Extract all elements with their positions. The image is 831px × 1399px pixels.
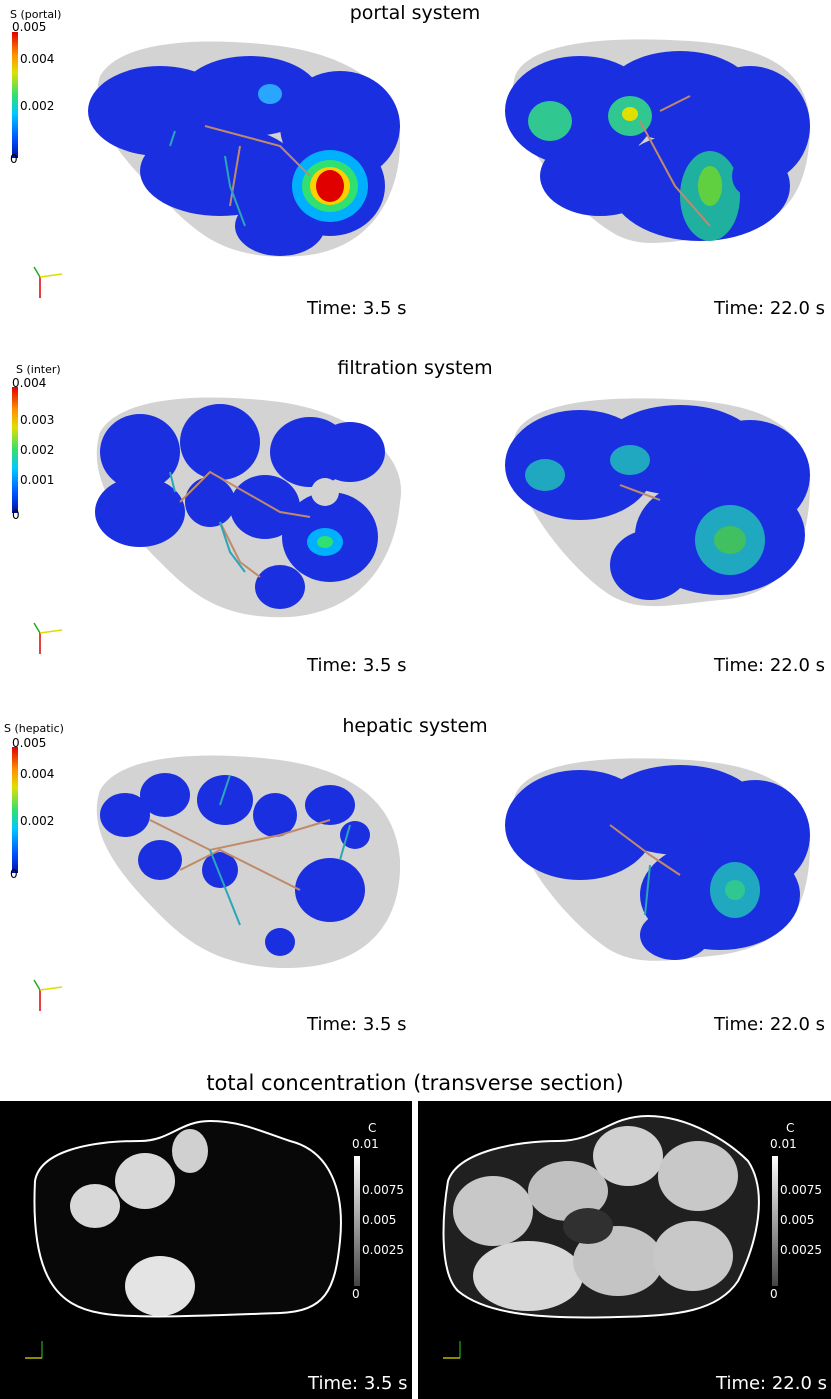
colorbar-tick: 0.005 — [362, 1213, 397, 1227]
colorbar — [12, 747, 18, 873]
transverse-panel-3-5s: C 0.01 0.0075 0.005 0.0025 0 Time: 3.5 s — [0, 1101, 412, 1399]
colorbar-tick: 0.002 — [20, 814, 55, 828]
time-label: Time: 3.5 s — [307, 298, 407, 319]
colorbar-tick: 0 — [352, 1287, 360, 1301]
colorbar-tick: 0.004 — [20, 767, 55, 781]
axes-triad-icon — [33, 622, 63, 654]
colorbar-tick: 0.002 — [20, 443, 55, 457]
time-label: Time: 22.0 s — [714, 298, 826, 319]
time-label: Time: 22.0 s — [714, 655, 826, 676]
time-label: Time: 22.0 s — [716, 1373, 828, 1394]
liver-render-22s — [505, 39, 811, 243]
colorbar — [12, 387, 18, 513]
colorbar-title: C — [786, 1121, 795, 1135]
colorbar-tick: 0.004 — [12, 376, 47, 390]
colorbar-tick: 0.002 — [20, 99, 55, 113]
colorbar-title: S (inter) — [16, 363, 61, 376]
colorbar-tick: 0.01 — [770, 1137, 797, 1151]
colorbar-title: S (hepatic) — [4, 722, 64, 735]
colorbar-tick: 0.0025 — [780, 1243, 822, 1257]
colorbar-tick: 0 — [10, 867, 18, 881]
axes-triad-icon — [443, 1341, 461, 1359]
colorbar — [354, 1156, 360, 1286]
section-title: filtration system — [337, 357, 493, 379]
axes-triad-icon — [25, 1341, 43, 1359]
section-title: portal system — [349, 2, 481, 24]
colorbar-tick: 0.0025 — [362, 1243, 404, 1257]
colorbar-tick: 0 — [10, 152, 18, 166]
colorbar-tick: 0 — [12, 508, 20, 522]
axes-triad-icon — [33, 979, 63, 1011]
liver-render-22s — [505, 398, 811, 607]
colorbar-tick: 0.005 — [12, 736, 47, 750]
transverse-panel-22s: C 0.01 0.0075 0.005 0.0025 0 Time: 22.0 … — [418, 1101, 831, 1399]
colorbar-title: C — [368, 1121, 377, 1135]
colorbar-tick: 0.01 — [352, 1137, 379, 1151]
colorbar-tick: 0.0075 — [780, 1183, 822, 1197]
colorbar-title: S (portal) — [10, 8, 62, 21]
colorbar-tick: 0.004 — [20, 52, 55, 66]
liver-render-3-5s — [88, 41, 401, 257]
colorbar — [12, 32, 18, 158]
axes-triad-icon — [33, 266, 63, 298]
colorbar-tick: 0.005 — [780, 1213, 815, 1227]
colorbar-tick: 0.003 — [20, 413, 55, 427]
colorbar-tick: 0.001 — [20, 473, 55, 487]
colorbar — [772, 1156, 778, 1286]
section-title: hepatic system — [342, 715, 488, 737]
time-label: Time: 3.5 s — [307, 1014, 407, 1035]
time-label: Time: 3.5 s — [307, 655, 407, 676]
colorbar-tick: 0.005 — [12, 20, 47, 34]
liver-render-22s — [505, 758, 811, 961]
colorbar-tick: 0 — [770, 1287, 778, 1301]
colorbar-tick: 0.0075 — [362, 1183, 404, 1197]
liver-render-3-5s — [96, 755, 401, 969]
section-title: total concentration (transverse section) — [206, 1071, 624, 1095]
time-label: Time: 3.5 s — [308, 1373, 408, 1394]
liver-render-3-5s — [95, 397, 402, 618]
time-label: Time: 22.0 s — [714, 1014, 826, 1035]
